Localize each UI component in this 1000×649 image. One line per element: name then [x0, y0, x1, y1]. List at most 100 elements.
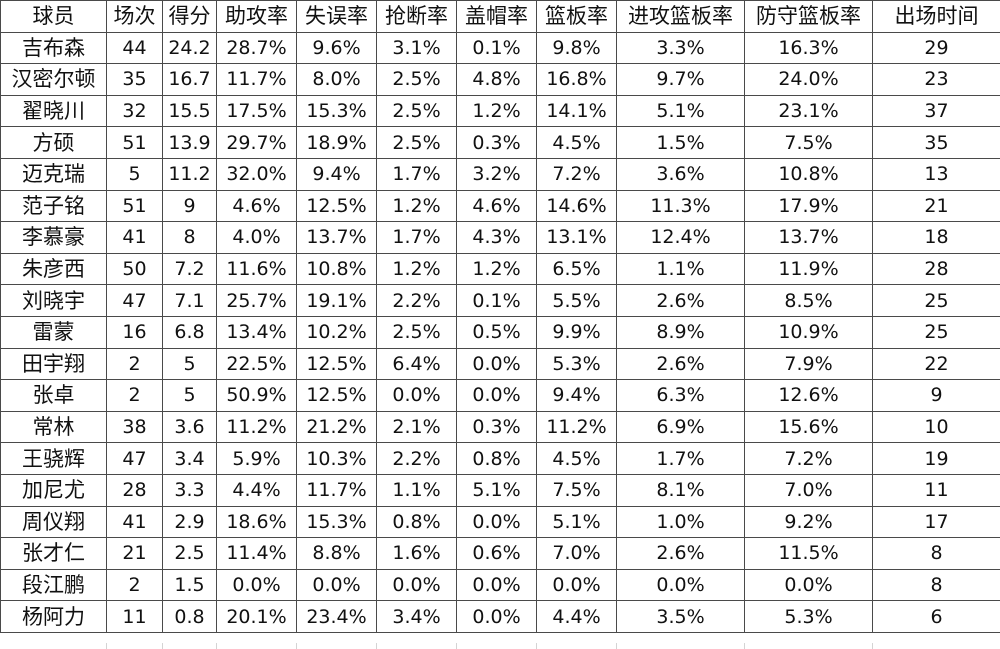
- assist-rate-cell[interactable]: 20.1%: [216, 600, 297, 633]
- points-cell[interactable]: 15.5: [162, 94, 217, 128]
- defensive-rebound-rate-cell[interactable]: 11.9%: [744, 252, 873, 286]
- points-cell[interactable]: 16.7: [162, 63, 217, 96]
- minutes-cell[interactable]: 35: [872, 126, 1000, 159]
- turnover-rate-cell[interactable]: 13.7%: [296, 221, 377, 254]
- player-name-cell[interactable]: 翟晓川: [0, 94, 107, 128]
- block-rate-cell[interactable]: 0.1%: [456, 31, 537, 65]
- games-cell[interactable]: 51: [106, 189, 163, 223]
- block-rate-cell[interactable]: 4.6%: [456, 189, 537, 223]
- turnover-rate-cell[interactable]: 10.2%: [296, 315, 377, 349]
- player-name-cell[interactable]: 吉布森: [0, 31, 107, 65]
- steal-rate-cell[interactable]: 2.5%: [376, 94, 457, 128]
- games-cell[interactable]: 2: [106, 568, 163, 602]
- rebound-rate-cell[interactable]: 13.1%: [536, 221, 617, 254]
- games-cell[interactable]: 47: [106, 442, 163, 475]
- offensive-rebound-rate-cell[interactable]: 1.0%: [616, 505, 745, 539]
- assist-rate-cell[interactable]: 0.0%: [216, 568, 297, 602]
- assist-rate-cell[interactable]: 29.7%: [216, 126, 297, 159]
- player-name-cell[interactable]: 迈克瑞: [0, 157, 107, 191]
- rebound-rate-cell[interactable]: 7.5%: [536, 473, 617, 507]
- steal-rate-cell[interactable]: 2.5%: [376, 315, 457, 349]
- offensive-rebound-rate-cell[interactable]: 6.9%: [616, 410, 745, 444]
- points-cell[interactable]: 1.5: [162, 568, 217, 602]
- games-cell[interactable]: 47: [106, 284, 163, 317]
- defensive-rebound-rate-cell[interactable]: 8.5%: [744, 284, 873, 317]
- games-cell[interactable]: 32: [106, 94, 163, 128]
- assist-rate-cell[interactable]: 17.5%: [216, 94, 297, 128]
- assist-rate-cell[interactable]: 32.0%: [216, 157, 297, 191]
- player-name-cell[interactable]: 汉密尔顿: [0, 63, 107, 96]
- rebound-rate-cell[interactable]: 7.0%: [536, 537, 617, 570]
- steal-rate-cell[interactable]: 3.4%: [376, 600, 457, 633]
- offensive-rebound-rate-cell[interactable]: 1.7%: [616, 442, 745, 475]
- games-cell[interactable]: 2: [106, 347, 163, 381]
- rebound-rate-cell[interactable]: 7.2%: [536, 157, 617, 191]
- points-cell[interactable]: 7.1: [162, 284, 217, 317]
- minutes-cell[interactable]: 8: [872, 537, 1000, 570]
- points-cell[interactable]: 9: [162, 189, 217, 223]
- player-name-cell[interactable]: 朱彦西: [0, 252, 107, 286]
- steal-rate-cell[interactable]: 2.2%: [376, 442, 457, 475]
- steal-rate-cell[interactable]: 2.5%: [376, 63, 457, 96]
- minutes-cell[interactable]: 10: [872, 410, 1000, 444]
- rebound-rate-cell[interactable]: 11.2%: [536, 410, 617, 444]
- points-cell[interactable]: 24.2: [162, 31, 217, 65]
- defensive-rebound-rate-cell[interactable]: 7.5%: [744, 126, 873, 159]
- defensive-rebound-rate-cell[interactable]: 23.1%: [744, 94, 873, 128]
- header-cell-rebound-rate[interactable]: 篮板率: [536, 0, 617, 33]
- header-cell-defensive-rebound-rate[interactable]: 防守篮板率: [744, 0, 873, 33]
- rebound-rate-cell[interactable]: 4.4%: [536, 600, 617, 633]
- minutes-cell[interactable]: 6: [872, 600, 1000, 633]
- games-cell[interactable]: 35: [106, 63, 163, 96]
- turnover-rate-cell[interactable]: 21.2%: [296, 410, 377, 444]
- minutes-cell[interactable]: 18: [872, 221, 1000, 254]
- steal-rate-cell[interactable]: 0.8%: [376, 505, 457, 539]
- player-name-cell[interactable]: 段江鹏: [0, 568, 107, 602]
- steal-rate-cell[interactable]: 2.2%: [376, 284, 457, 317]
- block-rate-cell[interactable]: 3.2%: [456, 157, 537, 191]
- turnover-rate-cell[interactable]: 12.5%: [296, 379, 377, 412]
- assist-rate-cell[interactable]: 11.4%: [216, 537, 297, 570]
- header-cell-player[interactable]: 球员: [0, 0, 107, 33]
- steal-rate-cell[interactable]: 3.1%: [376, 31, 457, 65]
- rebound-rate-cell[interactable]: 4.5%: [536, 126, 617, 159]
- games-cell[interactable]: 41: [106, 221, 163, 254]
- minutes-cell[interactable]: 19: [872, 442, 1000, 475]
- defensive-rebound-rate-cell[interactable]: 5.3%: [744, 600, 873, 633]
- defensive-rebound-rate-cell[interactable]: 12.6%: [744, 379, 873, 412]
- rebound-rate-cell[interactable]: 9.9%: [536, 315, 617, 349]
- rebound-rate-cell[interactable]: 16.8%: [536, 63, 617, 96]
- offensive-rebound-rate-cell[interactable]: 2.6%: [616, 347, 745, 381]
- defensive-rebound-rate-cell[interactable]: 17.9%: [744, 189, 873, 223]
- turnover-rate-cell[interactable]: 18.9%: [296, 126, 377, 159]
- offensive-rebound-rate-cell[interactable]: 8.9%: [616, 315, 745, 349]
- player-name-cell[interactable]: 雷蒙: [0, 315, 107, 349]
- points-cell[interactable]: 3.6: [162, 410, 217, 444]
- block-rate-cell[interactable]: 0.1%: [456, 284, 537, 317]
- assist-rate-cell[interactable]: 13.4%: [216, 315, 297, 349]
- assist-rate-cell[interactable]: 11.2%: [216, 410, 297, 444]
- defensive-rebound-rate-cell[interactable]: 11.5%: [744, 537, 873, 570]
- points-cell[interactable]: 13.9: [162, 126, 217, 159]
- games-cell[interactable]: 21: [106, 537, 163, 570]
- block-rate-cell[interactable]: 4.8%: [456, 63, 537, 96]
- block-rate-cell[interactable]: 0.0%: [456, 505, 537, 539]
- defensive-rebound-rate-cell[interactable]: 15.6%: [744, 410, 873, 444]
- turnover-rate-cell[interactable]: 10.8%: [296, 252, 377, 286]
- games-cell[interactable]: 44: [106, 31, 163, 65]
- points-cell[interactable]: 6.8: [162, 315, 217, 349]
- defensive-rebound-rate-cell[interactable]: 13.7%: [744, 221, 873, 254]
- points-cell[interactable]: 5: [162, 347, 217, 381]
- block-rate-cell[interactable]: 0.0%: [456, 568, 537, 602]
- steal-rate-cell[interactable]: 0.0%: [376, 379, 457, 412]
- minutes-cell[interactable]: 13: [872, 157, 1000, 191]
- player-name-cell[interactable]: 田宇翔: [0, 347, 107, 381]
- minutes-cell[interactable]: 9: [872, 379, 1000, 412]
- defensive-rebound-rate-cell[interactable]: 7.9%: [744, 347, 873, 381]
- assist-rate-cell[interactable]: 5.9%: [216, 442, 297, 475]
- assist-rate-cell[interactable]: 4.6%: [216, 189, 297, 223]
- defensive-rebound-rate-cell[interactable]: 7.2%: [744, 442, 873, 475]
- block-rate-cell[interactable]: 0.3%: [456, 126, 537, 159]
- minutes-cell[interactable]: 8: [872, 568, 1000, 602]
- defensive-rebound-rate-cell[interactable]: 7.0%: [744, 473, 873, 507]
